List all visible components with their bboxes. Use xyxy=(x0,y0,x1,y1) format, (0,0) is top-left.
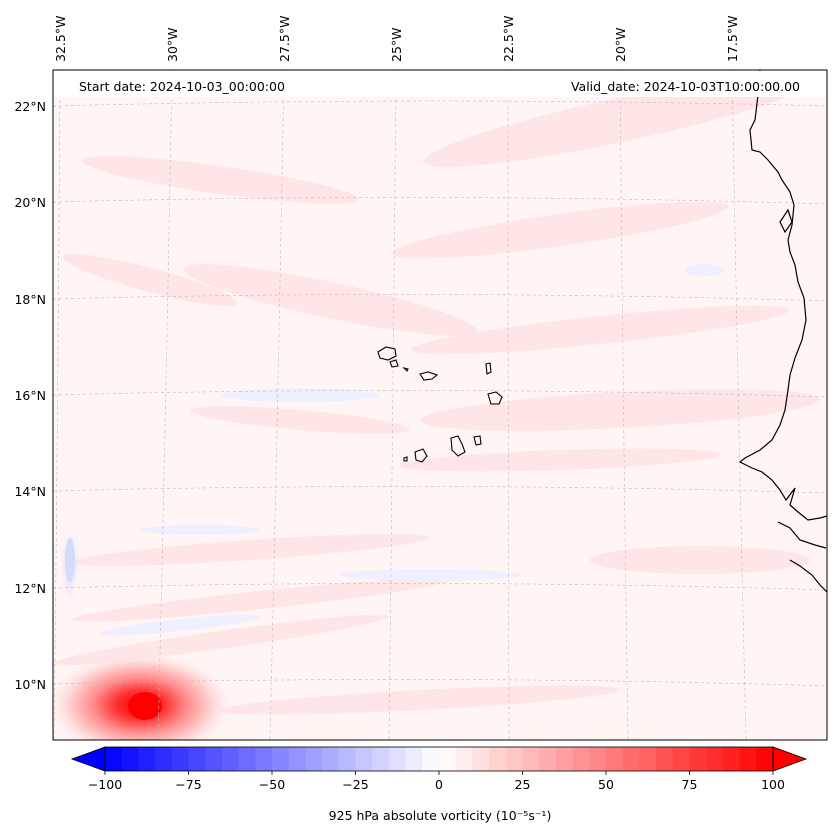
colorbar-ticks: −100 −75 −50 −25 0 25 50 75 100 xyxy=(88,771,785,792)
colorbar-segment xyxy=(756,747,774,771)
colorbar-segment xyxy=(255,747,273,771)
start-date-label: Start date: 2024-10-03_00:00:00 xyxy=(79,79,285,94)
colorbar-segment xyxy=(405,747,423,771)
colorbar-segment xyxy=(388,747,407,771)
colorbar-segment xyxy=(355,747,373,771)
lat-label: 16°N xyxy=(14,388,46,403)
colorbar-segment xyxy=(338,747,357,771)
colorbar-max-extend xyxy=(772,746,808,772)
colorbar-segment xyxy=(105,747,123,771)
colorbar-tick-label: −100 xyxy=(88,777,122,792)
colorbar-segment xyxy=(138,747,156,771)
colorbar-segment xyxy=(472,747,490,771)
colorbar-segment xyxy=(305,747,323,771)
colorbar-segment xyxy=(288,747,306,771)
colorbar-tick-label: −50 xyxy=(259,777,285,792)
colorbar-segment xyxy=(171,747,190,771)
colorbar-segment xyxy=(322,747,340,771)
colorbar: −100 −75 −50 −25 0 25 50 75 100 925 hPa absolute… xyxy=(70,746,808,823)
colorbar-min-extend xyxy=(70,746,106,772)
colorbar-tick-label: −25 xyxy=(342,777,368,792)
colorbar-segment xyxy=(639,747,657,771)
lon-label: 22.5°W xyxy=(501,16,516,62)
colorbar-label: 925 hPa absolute vorticity (10⁻⁵s⁻¹) xyxy=(329,808,552,823)
lat-label: 14°N xyxy=(14,484,46,499)
colorbar-segment xyxy=(589,747,607,771)
colorbar-segment xyxy=(706,747,724,771)
date-header: Start date: 2024-10-03_00:00:00 Valid_da… xyxy=(54,71,826,97)
colorbar-tick-label: 75 xyxy=(682,777,698,792)
lat-label: 20°N xyxy=(14,195,46,210)
lat-label: 22°N xyxy=(14,99,46,114)
lon-label: 17.5°W xyxy=(725,16,740,62)
lon-label: 32.5°W xyxy=(53,16,68,62)
colorbar-segment xyxy=(606,747,624,771)
colorbar-segment xyxy=(455,747,473,771)
colorbar-tick-label: 0 xyxy=(435,777,443,792)
colorbar-segment xyxy=(739,747,757,771)
colorbar-segment xyxy=(672,747,691,771)
colorbar-segment xyxy=(689,747,707,771)
lon-label: 27.5°W xyxy=(277,16,292,62)
lon-label: 20°W xyxy=(613,27,628,62)
colorbar-tick-label: −75 xyxy=(175,777,201,792)
lon-label: 25°W xyxy=(389,27,404,62)
colorbar-segment xyxy=(489,747,507,771)
coastline xyxy=(738,70,827,593)
colorbar-segment xyxy=(205,747,223,771)
lat-label: 18°N xyxy=(14,292,46,307)
latitude-labels: 22°N 20°N 18°N 16°N 14°N 12°N 10°N xyxy=(14,99,46,692)
colorbar-segment xyxy=(372,747,390,771)
colorbar-tick-label: 50 xyxy=(598,777,614,792)
colorbar-segment xyxy=(121,747,139,771)
colorbar-segment xyxy=(422,747,440,771)
lat-label: 10°N xyxy=(14,677,46,692)
colorbar-tick-label: 100 xyxy=(761,777,785,792)
valid-date-label: Valid_date: 2024-10-03T10:00:00.00 xyxy=(571,79,800,94)
colorbar-segment xyxy=(238,747,256,771)
colorbar-segment xyxy=(272,747,290,771)
map-frame xyxy=(52,69,828,741)
colorbar-segment xyxy=(188,747,206,771)
colorbar-segment xyxy=(572,747,590,771)
colorbar-tick-label: 25 xyxy=(515,777,531,792)
colorbar-segment xyxy=(522,747,540,771)
longitude-labels: 32.5°W 30°W 27.5°W 25°W 22.5°W 20°W 17.5… xyxy=(53,16,740,62)
vorticity-field xyxy=(53,70,827,740)
colorbar-segment xyxy=(555,747,574,771)
colorbar-segment xyxy=(539,747,557,771)
graticule xyxy=(53,70,827,740)
colorbar-segment xyxy=(439,747,457,771)
colorbar-segment xyxy=(505,747,524,771)
colorbar-segment xyxy=(656,747,674,771)
lat-label: 12°N xyxy=(14,581,46,596)
colorbar-segments xyxy=(105,747,774,771)
colorbar-segment xyxy=(155,747,173,771)
lon-label: 30°W xyxy=(165,27,180,62)
colorbar-segment xyxy=(722,747,741,771)
colorbar-segment xyxy=(221,747,240,771)
colorbar-segment xyxy=(622,747,640,771)
cape-verde-islands xyxy=(377,346,503,463)
